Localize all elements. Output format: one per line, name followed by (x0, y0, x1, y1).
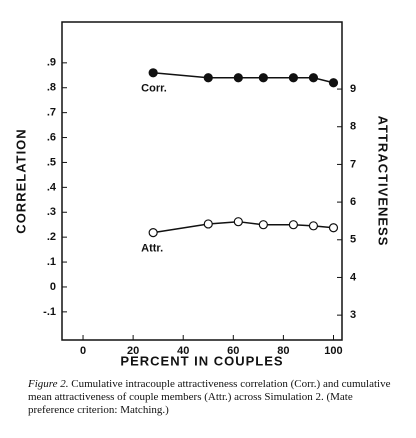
y2-tick-label: 5 (350, 234, 356, 246)
series-label: Attr. (141, 243, 163, 255)
x-tick-label: 100 (324, 345, 342, 357)
point (148, 228, 158, 238)
x-tick-label: 80 (277, 345, 289, 357)
y2-tick-label: 6 (350, 196, 356, 208)
caption-label: Figure 2. (28, 378, 69, 390)
series-line (153, 220, 334, 234)
y2-tick-label: 3 (350, 309, 356, 321)
point (203, 219, 213, 229)
y-tick-label: .4 (47, 181, 57, 193)
point (258, 220, 268, 230)
point (288, 220, 299, 230)
point (328, 223, 339, 233)
x-tick-label: 20 (127, 345, 139, 357)
y2-tick-label: 8 (350, 121, 356, 133)
y-tick-label: .2 (47, 231, 56, 243)
x-axis-label: PERCENT IN COUPLES (120, 353, 283, 368)
point (328, 78, 339, 88)
y-tick-label: .7 (47, 107, 56, 119)
x-tick-label: 40 (177, 345, 189, 357)
point (203, 73, 213, 83)
y-tick-label: .6 (47, 131, 56, 143)
point (233, 73, 243, 83)
caption: Figure 2. Cumulative intracouple attract… (28, 378, 400, 417)
chart: PERCENT IN COUPLES CORRELATION ATTRACTIV… (13, 21, 391, 368)
point (288, 73, 299, 83)
series-label: Corr. (141, 83, 167, 95)
y-tick-label: .8 (47, 82, 56, 94)
y-tick-label: .9 (47, 57, 56, 69)
y2-tick-label: 9 (350, 83, 356, 95)
caption-text: Cumulative intracouple attractiveness co… (28, 378, 391, 416)
x-tick-label: 0 (80, 345, 86, 357)
y-tick-label: .5 (47, 156, 56, 168)
y-tick-label: .1 (47, 256, 56, 268)
y2-tick-label: 7 (350, 158, 356, 170)
y-axis-label: CORRELATION (13, 128, 28, 233)
y2-axis-label: ATTRACTIVENESS (376, 116, 391, 247)
y-tick-label: -.1 (43, 306, 56, 318)
y-tick-label: 0 (50, 281, 56, 293)
x-tick-label: 60 (227, 345, 239, 357)
point (233, 217, 243, 227)
point (148, 68, 158, 78)
series-line (153, 72, 334, 84)
y-tick-label: .3 (47, 206, 56, 218)
point (258, 73, 268, 83)
y2-tick-label: 4 (350, 271, 357, 283)
point (308, 221, 319, 231)
point (308, 73, 319, 83)
plot-frame (61, 21, 343, 341)
